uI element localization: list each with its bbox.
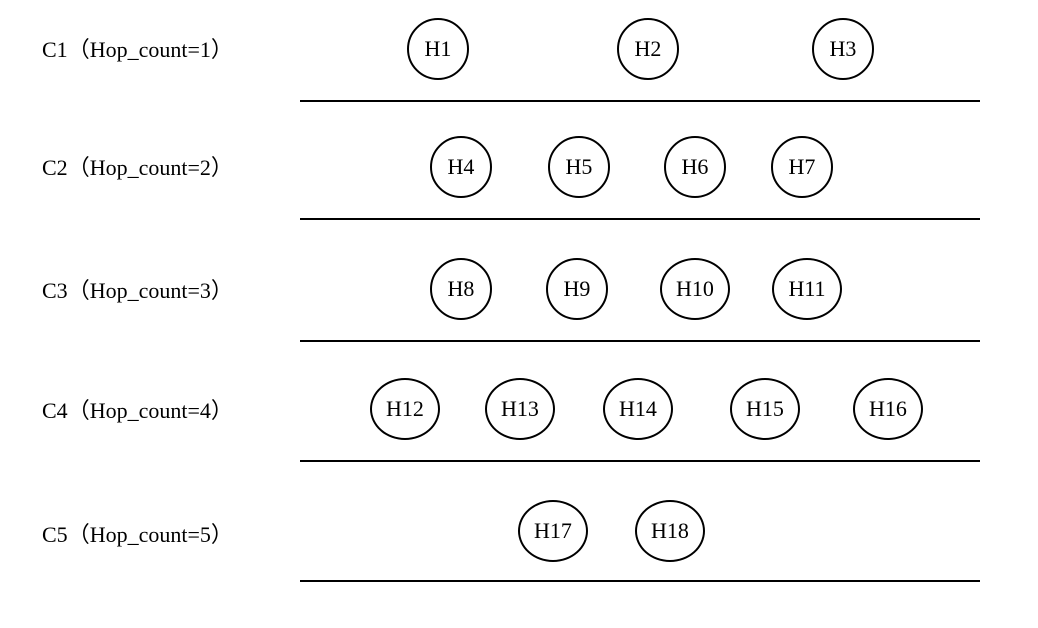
node-h14: H14 <box>603 378 673 440</box>
node-h15: H15 <box>730 378 800 440</box>
divider-1 <box>300 100 980 102</box>
node-label: H16 <box>869 396 907 422</box>
node-h5: H5 <box>548 136 610 198</box>
node-h4: H4 <box>430 136 492 198</box>
node-label: H4 <box>448 154 475 180</box>
node-h16: H16 <box>853 378 923 440</box>
node-label: H6 <box>682 154 709 180</box>
class-name: C5 <box>42 522 68 547</box>
node-label: H11 <box>788 276 825 302</box>
hop-count-label: （Hop_count=3） <box>68 278 233 303</box>
node-h13: H13 <box>485 378 555 440</box>
row-label-5: C5（Hop_count=5） <box>42 517 233 549</box>
node-h10: H10 <box>660 258 730 320</box>
node-h12: H12 <box>370 378 440 440</box>
node-h3: H3 <box>812 18 874 80</box>
hop-count-label: （Hop_count=2） <box>68 155 233 180</box>
node-label: H8 <box>448 276 475 302</box>
node-label: H1 <box>425 36 452 62</box>
node-label: H14 <box>619 396 657 422</box>
hop-count-label: （Hop_count=4） <box>68 398 233 423</box>
divider-2 <box>300 218 980 220</box>
node-h11: H11 <box>772 258 842 320</box>
divider-4 <box>300 460 980 462</box>
class-name: C1 <box>42 37 68 62</box>
hop-count-label: （Hop_count=5） <box>68 522 233 547</box>
node-h9: H9 <box>546 258 608 320</box>
row-label-4: C4（Hop_count=4） <box>42 393 233 425</box>
node-label: H15 <box>746 396 784 422</box>
node-h17: H17 <box>518 500 588 562</box>
hop-count-label: （Hop_count=1） <box>68 37 233 62</box>
class-name: C3 <box>42 278 68 303</box>
node-h2: H2 <box>617 18 679 80</box>
row-label-1: C1（Hop_count=1） <box>42 32 233 64</box>
node-label: H7 <box>789 154 816 180</box>
row-label-3: C3（Hop_count=3） <box>42 273 233 305</box>
node-label: H5 <box>566 154 593 180</box>
row-label-2: C2（Hop_count=2） <box>42 150 233 182</box>
node-label: H3 <box>830 36 857 62</box>
class-name: C4 <box>42 398 68 423</box>
node-label: H18 <box>651 518 689 544</box>
class-name: C2 <box>42 155 68 180</box>
node-label: H10 <box>676 276 714 302</box>
node-h18: H18 <box>635 500 705 562</box>
divider-5 <box>300 580 980 582</box>
node-label: H17 <box>534 518 572 544</box>
node-h1: H1 <box>407 18 469 80</box>
divider-3 <box>300 340 980 342</box>
node-h8: H8 <box>430 258 492 320</box>
node-h7: H7 <box>771 136 833 198</box>
node-h6: H6 <box>664 136 726 198</box>
node-label: H9 <box>564 276 591 302</box>
node-label: H2 <box>635 36 662 62</box>
node-label: H12 <box>386 396 424 422</box>
node-label: H13 <box>501 396 539 422</box>
